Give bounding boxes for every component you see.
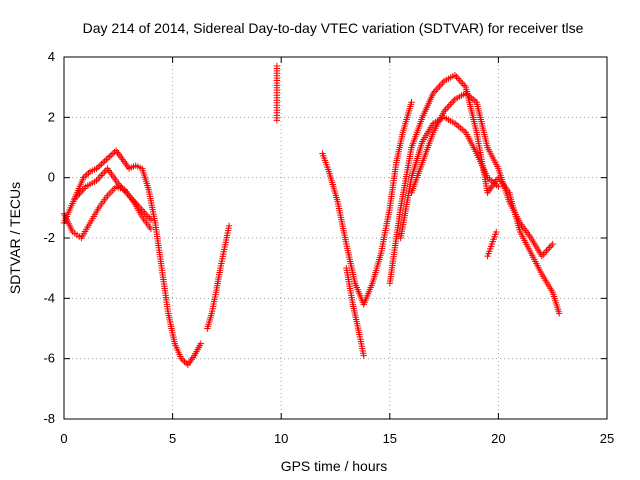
series-arc-4b	[343, 264, 367, 359]
grid	[64, 57, 607, 419]
data-point	[437, 81, 445, 88]
data-point	[546, 244, 553, 251]
series-arc-5d	[484, 228, 500, 260]
data-point	[360, 352, 367, 359]
data-point	[178, 355, 185, 362]
data-point	[456, 77, 463, 84]
y-axis-label: SDTVAR / TECUs	[7, 182, 23, 294]
data-point	[447, 101, 454, 108]
data-point	[79, 186, 86, 194]
series-arc-2	[204, 222, 233, 332]
x-tick-label: 25	[600, 431, 614, 446]
data-point	[179, 356, 187, 364]
axis-ticks: 0 5 10 15 20 25 -8 -6 -4 -2 0 2 4	[43, 49, 614, 446]
y-tick-label: 4	[48, 49, 55, 64]
data-point	[439, 79, 446, 87]
data-point	[99, 159, 107, 166]
x-axis-label: GPS time / hours	[281, 458, 388, 474]
data-point	[81, 172, 89, 180]
y-tick-label: -4	[43, 290, 55, 305]
data-point	[433, 86, 440, 93]
series-arc-3	[273, 62, 281, 124]
series-arc-4	[319, 99, 415, 308]
data-point	[547, 242, 555, 249]
y-tick-label: -8	[43, 411, 55, 426]
data-point	[541, 249, 549, 256]
data-point	[459, 80, 466, 87]
data-point	[95, 163, 102, 171]
data-point	[445, 102, 452, 110]
series-arc-1c	[71, 165, 155, 224]
y-tick-label: -6	[43, 351, 55, 366]
x-tick-label: 20	[491, 431, 505, 446]
x-tick-label: 15	[383, 431, 397, 446]
data-point	[93, 165, 100, 172]
series-arc-5c	[408, 90, 556, 260]
data-point	[104, 154, 112, 162]
data-point	[98, 172, 105, 179]
data-point	[94, 175, 102, 183]
data-point	[544, 246, 552, 253]
data-point	[197, 340, 205, 347]
data-point	[444, 104, 451, 112]
data-point	[96, 162, 104, 169]
series-arc-5b	[397, 114, 502, 242]
data-point	[436, 83, 443, 90]
data-point	[80, 174, 87, 181]
data-point	[83, 171, 91, 178]
data-point	[448, 99, 456, 106]
data-point	[108, 151, 115, 159]
data-point	[85, 169, 92, 177]
data-points	[60, 62, 563, 368]
data-point	[434, 84, 442, 92]
data-point	[181, 358, 188, 365]
chart-title: Day 214 of 2014, Sidereal Day-to-day VTE…	[83, 20, 584, 36]
data-point	[453, 73, 460, 81]
data-point	[147, 225, 155, 233]
data-point	[450, 97, 457, 105]
series-arc-1b	[60, 183, 155, 242]
x-tick-label: 0	[60, 431, 67, 446]
data-point	[549, 240, 556, 248]
data-point	[96, 174, 103, 181]
y-tick-label: 2	[48, 109, 55, 124]
data-point	[99, 170, 106, 177]
data-point	[101, 168, 108, 176]
x-tick-label: 5	[169, 431, 176, 446]
data-point	[109, 150, 117, 157]
data-point	[103, 156, 110, 163]
data-point	[495, 183, 502, 190]
y-tick-label: 0	[48, 170, 55, 185]
data-point	[457, 78, 465, 86]
data-point	[106, 153, 113, 160]
data-point	[493, 228, 500, 236]
y-tick-label: -2	[43, 230, 55, 245]
series-arc-5a	[386, 71, 563, 317]
data-point	[543, 247, 550, 255]
data-point	[225, 222, 233, 230]
data-point	[101, 157, 108, 165]
x-tick-label: 10	[274, 431, 288, 446]
data-point	[273, 62, 281, 70]
data-point	[556, 310, 563, 317]
data-point	[98, 160, 105, 168]
series-arc-1a	[60, 147, 205, 368]
data-point	[408, 99, 415, 106]
data-point	[147, 216, 155, 224]
